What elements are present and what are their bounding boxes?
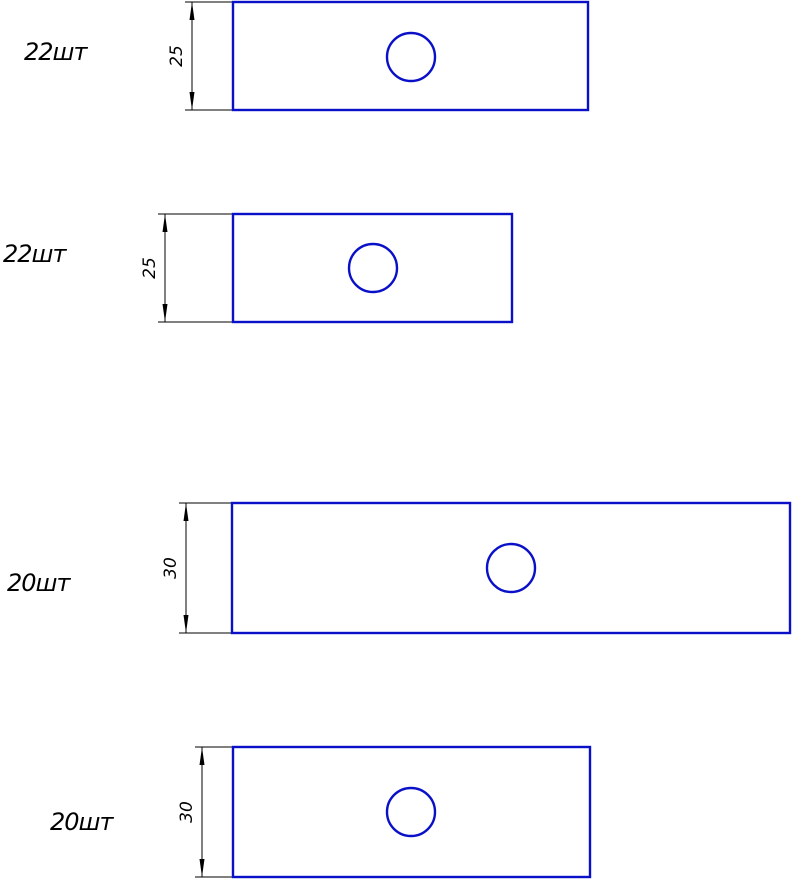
part-1-arrow-top (189, 2, 195, 20)
part-3-hole (485, 542, 537, 594)
part-2-dimension-value: 25 (140, 257, 160, 279)
part-1-outline (231, 0, 590, 112)
part-4: 20шт 30 (50, 745, 592, 879)
part-4-arrow-bottom (199, 859, 205, 877)
part-4-quantity: 20шт (50, 808, 115, 836)
part-1-dimension-value: 25 (167, 45, 187, 67)
part-1-arrow-bottom (189, 92, 195, 110)
part-3-outline (230, 501, 792, 635)
part-3: 20шт 30 (7, 501, 792, 635)
part-2: 22шт 25 (3, 212, 514, 324)
part-3-arrow-bottom (183, 615, 189, 633)
part-2-arrow-bottom (162, 304, 168, 322)
part-2-arrow-top (162, 214, 168, 232)
part-3-arrow-top (183, 503, 189, 521)
part-4-dimension-value: 30 (177, 801, 197, 823)
part-2-quantity: 22шт (3, 240, 68, 268)
part-2-outline (231, 212, 514, 324)
part-3-dimension-value: 30 (161, 557, 181, 579)
part-4-hole (385, 786, 437, 838)
part-4-outline (231, 745, 592, 879)
part-1-hole (385, 31, 437, 83)
part-3-quantity: 20шт (7, 569, 72, 597)
part-1-quantity: 22шт (24, 38, 89, 66)
part-2-hole (347, 242, 399, 294)
part-4-arrow-top (199, 747, 205, 765)
part-1: 22шт 25 (24, 0, 590, 112)
